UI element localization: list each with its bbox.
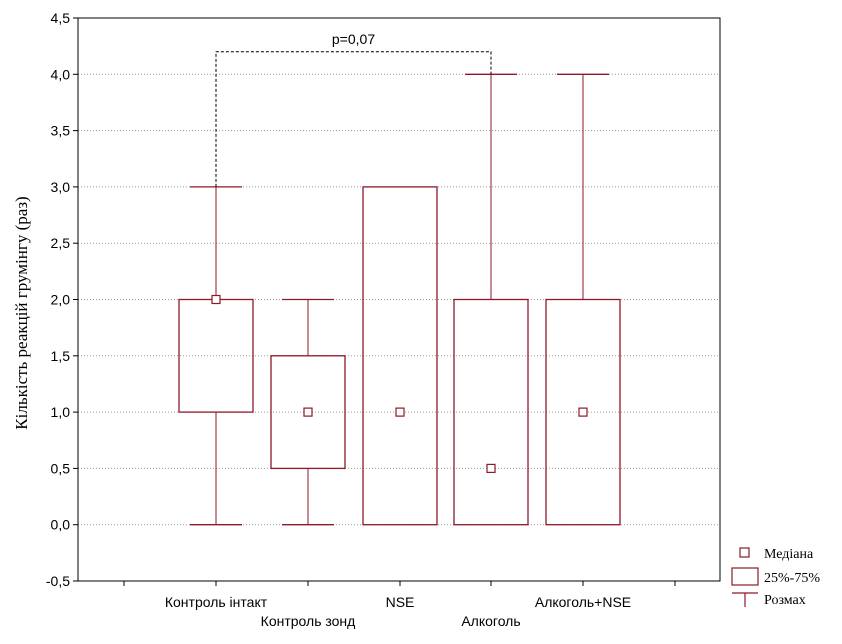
legend: Медіана 25%-75% Розмах — [731, 547, 820, 608]
legend-box-symbol — [731, 567, 759, 586]
x-tick-label: Контроль інтакт — [165, 594, 268, 610]
x-tick-label: NSE — [386, 594, 415, 610]
iqr-box — [545, 298, 621, 526]
x-tick-label: Алкоголь+NSE — [535, 594, 631, 610]
y-tick-label: 1,0 — [51, 404, 71, 420]
box-group — [362, 186, 438, 526]
grid-layer — [78, 73, 720, 526]
y-tick-label: 1,5 — [51, 348, 71, 364]
axis-layer: -0,5 0,0 0,5 1,0 1,5 2,0 2,5 3,0 3,5 4,0 4,5 Контро… — [46, 10, 721, 629]
median-marker — [486, 463, 496, 473]
median-marker — [211, 294, 221, 305]
box-group — [545, 73, 621, 526]
median-marker — [578, 407, 588, 417]
y-tick-label: 0,5 — [51, 460, 71, 476]
legend-label: 25%-75% — [764, 571, 820, 586]
legend-median-symbol — [739, 547, 750, 558]
y-tick-label: 4,5 — [51, 10, 71, 26]
y-tick-label: 2,5 — [51, 235, 71, 251]
median-marker — [303, 407, 313, 417]
box-group — [453, 73, 529, 526]
annotation-layer: p=0,07 — [215, 31, 492, 187]
iqr-box — [362, 186, 438, 526]
p-value-label: p=0,07 — [332, 31, 375, 47]
iqr-box — [270, 355, 346, 470]
legend-label: Розмах — [764, 593, 806, 608]
legend-label: Медіана — [764, 547, 814, 562]
box-group — [270, 298, 346, 526]
y-tick-label: 3,5 — [51, 123, 71, 139]
y-tick-label: 2,0 — [51, 292, 71, 308]
y-axis-label: Кількість реакцій грумінгу (раз) — [12, 196, 31, 429]
x-tick-label: Алкоголь — [461, 613, 520, 629]
significance-bracket — [215, 51, 492, 187]
y-tick-label: 0,0 — [51, 517, 71, 533]
median-marker — [395, 407, 405, 417]
box-layer — [178, 73, 621, 526]
y-tick-label: -0,5 — [46, 573, 70, 589]
iqr-box — [453, 298, 529, 526]
y-tick-label: 3,0 — [51, 179, 71, 195]
x-tick-label: Контроль зонд — [261, 613, 356, 629]
y-tick-label: 4,0 — [51, 66, 71, 82]
